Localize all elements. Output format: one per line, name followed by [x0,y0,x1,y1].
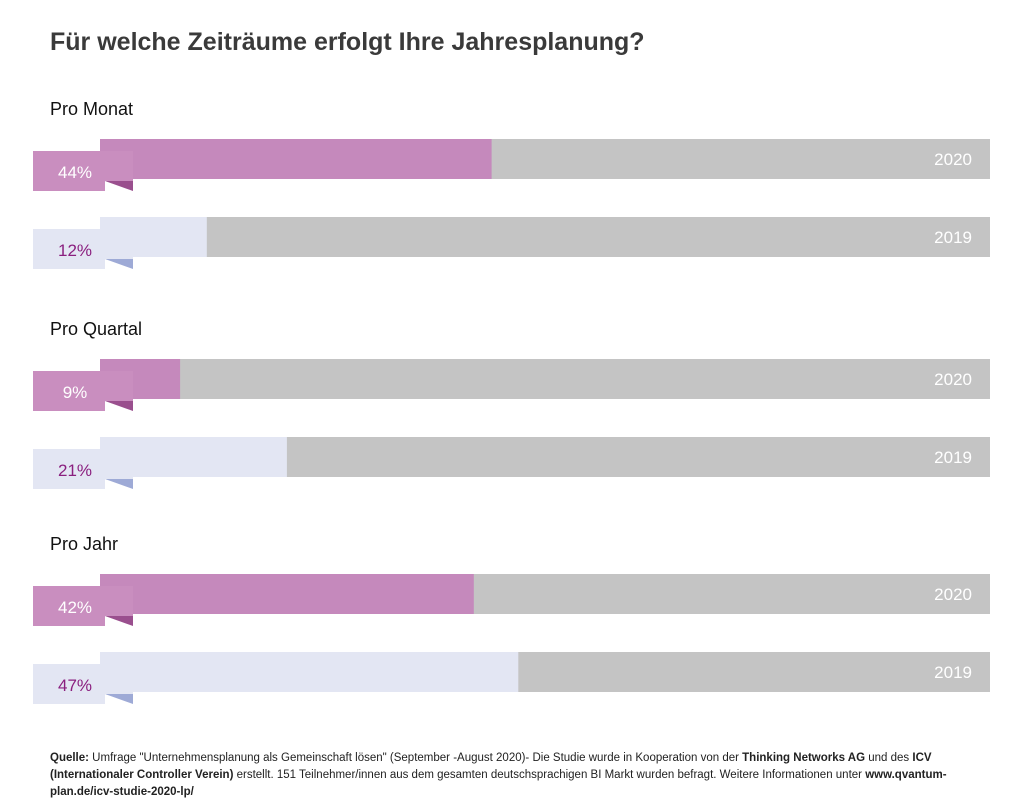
year-label: 2019 [934,228,972,247]
ribbon-tab-edge [105,371,133,401]
value-label: 9% [63,383,88,402]
ribbon-fold [105,616,133,626]
source-text-3: erstellt. 151 Teilnehmer/innen aus dem g… [233,769,866,781]
ribbon-tab-edge [105,229,133,259]
ribbon-tab-edge [105,586,133,616]
ribbon-fold [105,479,133,489]
bar-2020 [100,139,492,179]
source-url: www.qvantum-plan.de/icv-studie-2020-lp/ [50,769,947,798]
source-org-1: Thinking Networks AG [742,752,866,764]
source-note: Quelle: Umfrage "Unternehmensplanung als… [50,750,990,801]
ribbon-tab [33,371,105,411]
group-label: Pro Jahr [50,534,118,554]
ribbon-tab [33,151,105,191]
ribbon-fold [105,259,133,269]
year-label: 2020 [934,585,972,604]
year-label: 2020 [934,370,972,389]
ribbon-tab [33,229,105,269]
ribbon-tab-edge [105,151,133,181]
value-label: 12% [58,241,92,260]
value-label: 21% [58,461,92,480]
ribbon-tab-edge [105,664,133,694]
group-label: Pro Quartal [50,319,142,339]
source-text-1: Umfrage "Unternehmensplanung als Gemeins… [88,752,743,764]
year-label: 2019 [934,448,972,467]
source-label: Quelle: [50,752,89,764]
group-label: Pro Monat [50,99,133,119]
ribbon-fold [105,694,133,704]
ribbon-tab [33,449,105,489]
ribbon-tab [33,586,105,626]
bar-track [100,217,990,257]
bar-2020 [100,574,474,614]
ribbon-tab [33,664,105,704]
ribbon-fold [105,181,133,191]
value-label: 42% [58,598,92,617]
bar-track [100,359,990,399]
value-label: 47% [58,676,92,695]
source-text-2: und des [865,752,913,764]
year-label: 2019 [934,663,972,682]
year-label: 2020 [934,150,972,169]
chart-title: Für welche Zeiträume erfolgt Ihre Jahres… [50,28,645,56]
ribbon-fold [105,401,133,411]
bar-2019 [100,652,519,692]
value-label: 44% [58,163,92,182]
ribbon-tab-edge [105,449,133,479]
chart: Pro Monat 44% 2020 12% 2019 Pro Quartal 9% 2020… [33,99,990,704]
source-org-2: ICV (Internationaler Controller Verein) [50,752,932,781]
